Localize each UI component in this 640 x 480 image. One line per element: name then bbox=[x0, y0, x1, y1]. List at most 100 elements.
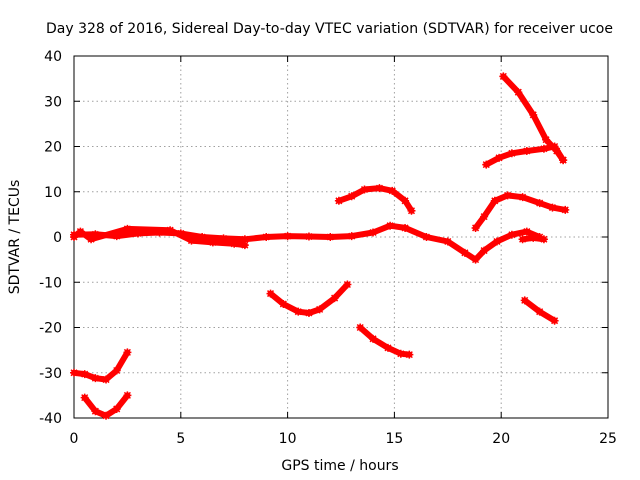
data-point bbox=[91, 374, 100, 383]
data-point bbox=[492, 237, 501, 246]
y-tick-label: -40 bbox=[39, 411, 62, 427]
data-point bbox=[369, 228, 378, 237]
data-point bbox=[123, 391, 132, 400]
data-point bbox=[518, 193, 527, 202]
data-point bbox=[356, 323, 365, 332]
data-point bbox=[219, 234, 228, 243]
data-point bbox=[166, 226, 175, 235]
data-point bbox=[283, 232, 292, 241]
y-tick-label: 40 bbox=[44, 49, 62, 65]
data-point bbox=[520, 296, 529, 305]
x-tick-label: 25 bbox=[599, 431, 617, 447]
data-point bbox=[347, 192, 356, 201]
data-point bbox=[76, 227, 85, 236]
axis-ticks: 0 5 10 15 20 25 -40 -30 -20 -10 0 10 20 30 40 bbox=[39, 49, 617, 447]
data-point bbox=[561, 205, 570, 214]
data-point bbox=[240, 235, 249, 244]
data-point bbox=[80, 370, 89, 379]
data-point bbox=[535, 199, 544, 208]
data-point bbox=[266, 289, 275, 298]
data-point bbox=[507, 230, 516, 239]
data-point bbox=[343, 280, 352, 289]
data-point bbox=[230, 239, 239, 248]
data-point bbox=[499, 72, 508, 81]
data-point bbox=[552, 147, 561, 156]
data-point bbox=[123, 224, 132, 233]
data-point bbox=[422, 233, 431, 241]
data-point bbox=[112, 232, 121, 241]
y-tick-label: 0 bbox=[53, 230, 62, 246]
data-point bbox=[396, 349, 405, 358]
data-point bbox=[482, 160, 491, 169]
data-point bbox=[443, 237, 452, 246]
data-point bbox=[503, 191, 512, 200]
y-tick-label: 30 bbox=[44, 94, 62, 110]
data-point bbox=[326, 233, 335, 241]
data-point bbox=[386, 221, 395, 230]
y-axis-label: SDTVAR / TECUs bbox=[7, 180, 23, 295]
x-tick-label: 10 bbox=[279, 431, 297, 447]
data-point bbox=[87, 235, 96, 244]
data-point bbox=[383, 343, 392, 352]
x-axis-label: GPS time / hours bbox=[281, 458, 398, 474]
series-arc-2 bbox=[71, 349, 131, 383]
x-tick-label: 0 bbox=[70, 431, 79, 447]
data-point bbox=[279, 299, 288, 308]
data-point bbox=[401, 196, 410, 205]
data-point bbox=[91, 407, 100, 416]
x-tick-label: 15 bbox=[385, 431, 403, 447]
data-point bbox=[375, 184, 384, 193]
data-point bbox=[542, 135, 551, 144]
data-point bbox=[407, 206, 416, 215]
data-point bbox=[539, 144, 548, 153]
data-point bbox=[102, 375, 111, 384]
y-tick-label: 20 bbox=[44, 140, 62, 156]
data-point bbox=[304, 232, 313, 241]
data-point bbox=[240, 241, 249, 250]
data-point bbox=[522, 227, 531, 236]
data-point bbox=[80, 393, 89, 402]
chart-title: Day 328 of 2016, Sidereal Day-to-day VTE… bbox=[46, 21, 613, 37]
data-point bbox=[294, 307, 303, 316]
data-point bbox=[480, 246, 489, 255]
data-point bbox=[330, 294, 339, 303]
data-point bbox=[507, 149, 516, 158]
y-tick-label: 10 bbox=[44, 185, 62, 201]
data-point bbox=[535, 307, 544, 316]
x-tick-label: 20 bbox=[492, 431, 510, 447]
data-point bbox=[495, 153, 504, 162]
data-point bbox=[70, 368, 78, 377]
data-point bbox=[529, 233, 538, 242]
data-point bbox=[518, 235, 527, 244]
data-point bbox=[112, 366, 121, 375]
data-point bbox=[480, 212, 489, 221]
data-point bbox=[91, 230, 100, 239]
data-point bbox=[460, 248, 469, 257]
data-point bbox=[405, 350, 414, 359]
data-point bbox=[208, 238, 217, 247]
data-point bbox=[539, 235, 548, 244]
x-tick-label: 5 bbox=[176, 431, 185, 447]
data-point bbox=[471, 223, 480, 232]
data-point bbox=[102, 411, 111, 420]
data-point bbox=[347, 232, 356, 241]
data-point bbox=[112, 404, 121, 413]
data-point bbox=[315, 305, 324, 314]
data-point bbox=[198, 233, 207, 241]
data-point bbox=[559, 156, 568, 165]
data-point bbox=[70, 233, 78, 241]
data-series bbox=[70, 72, 570, 420]
data-point bbox=[304, 309, 313, 318]
data-point bbox=[360, 185, 369, 194]
data-point bbox=[522, 147, 531, 156]
y-tick-label: -30 bbox=[39, 366, 62, 382]
y-tick-label: -10 bbox=[39, 275, 62, 291]
data-point bbox=[490, 196, 499, 205]
data-point bbox=[401, 223, 410, 232]
data-point bbox=[550, 316, 559, 325]
data-point bbox=[388, 186, 397, 195]
data-point bbox=[262, 233, 271, 241]
y-tick-label: -20 bbox=[39, 321, 62, 337]
data-point bbox=[187, 236, 196, 245]
